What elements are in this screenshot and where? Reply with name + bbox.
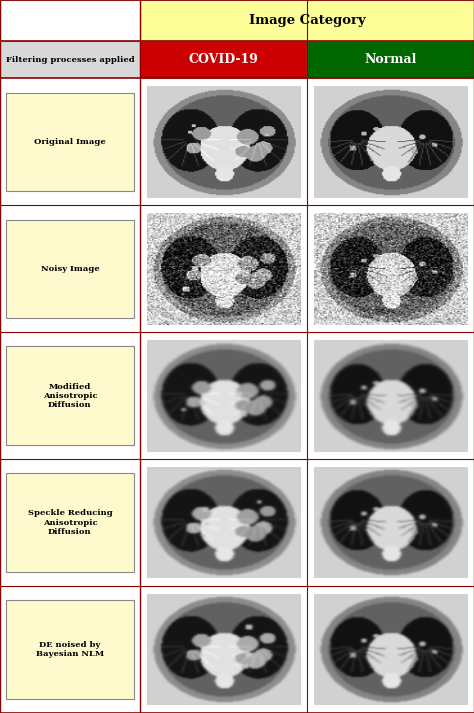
- Bar: [0, 459, 140, 586]
- Bar: [307, 41, 474, 78]
- Text: Filtering processes applied: Filtering processes applied: [6, 56, 134, 64]
- Text: Normal: Normal: [365, 53, 417, 66]
- Text: DE noised by
Bayesian NLM: DE noised by Bayesian NLM: [36, 641, 104, 658]
- FancyBboxPatch shape: [6, 473, 134, 572]
- Text: COVID-19: COVID-19: [189, 53, 258, 66]
- Bar: [140, 41, 307, 78]
- FancyBboxPatch shape: [6, 93, 134, 191]
- Text: Noisy Image: Noisy Image: [41, 265, 99, 273]
- Text: Original Image: Original Image: [34, 138, 106, 146]
- Bar: [0, 332, 140, 459]
- Bar: [140, 0, 474, 41]
- FancyBboxPatch shape: [6, 600, 134, 699]
- FancyBboxPatch shape: [6, 220, 134, 318]
- Bar: [0, 41, 140, 78]
- Text: Image Category: Image Category: [248, 14, 365, 27]
- Text: Modified
Anisotropic
Diffusion: Modified Anisotropic Diffusion: [43, 382, 97, 409]
- FancyBboxPatch shape: [6, 347, 134, 445]
- Bar: [0, 586, 140, 713]
- Bar: [0, 78, 140, 205]
- Text: Speckle Reducing
Anisotropic
Diffusion: Speckle Reducing Anisotropic Diffusion: [27, 509, 112, 536]
- Bar: [0, 205, 140, 332]
- Bar: [0, 0, 140, 41]
